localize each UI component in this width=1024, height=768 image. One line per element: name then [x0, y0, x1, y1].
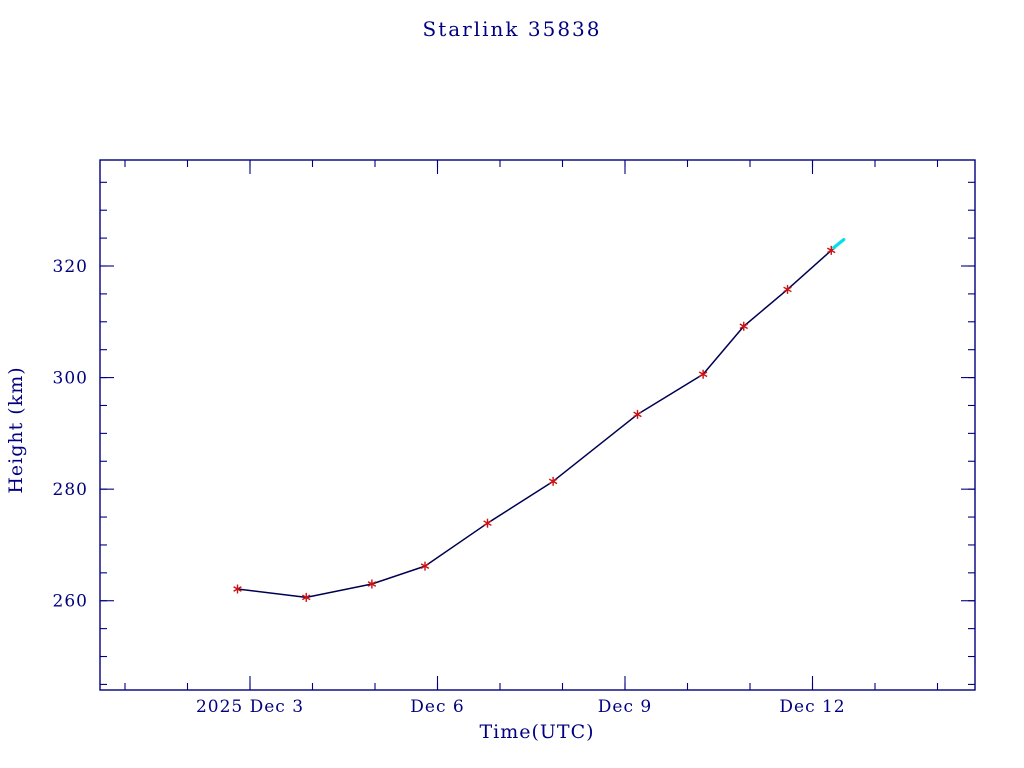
latest-point-marker [832, 238, 846, 250]
chart-title: Starlink 35838 [423, 17, 602, 41]
y-tick-label: 280 [53, 480, 88, 500]
y-tick-label: 300 [53, 369, 88, 389]
y-axis-label: Height (km) [5, 366, 27, 493]
x-major-ticks: 2025 Dec 3 Dec 6 Dec 9 Dec 12 [196, 160, 845, 717]
y-major-ticks: 260 280 300 320 [53, 257, 975, 612]
chart-layer: 2025 Dec 3 Dec 6 Dec 9 Dec 12 260 280 300 320 [53, 159, 976, 717]
plot-frame [99, 159, 976, 691]
y-tick-label: 320 [53, 257, 88, 277]
x-axis-label: Time(UTC) [479, 721, 594, 743]
y-tick-label: 260 [53, 592, 88, 612]
x-tick-label: Dec 12 [779, 697, 845, 717]
x-tick-label: 2025 Dec 3 [196, 697, 304, 717]
data-line [237, 249, 832, 599]
x-tick-label: Dec 6 [410, 697, 464, 717]
data-markers [233, 245, 836, 602]
x-tick-label: Dec 9 [598, 697, 652, 717]
